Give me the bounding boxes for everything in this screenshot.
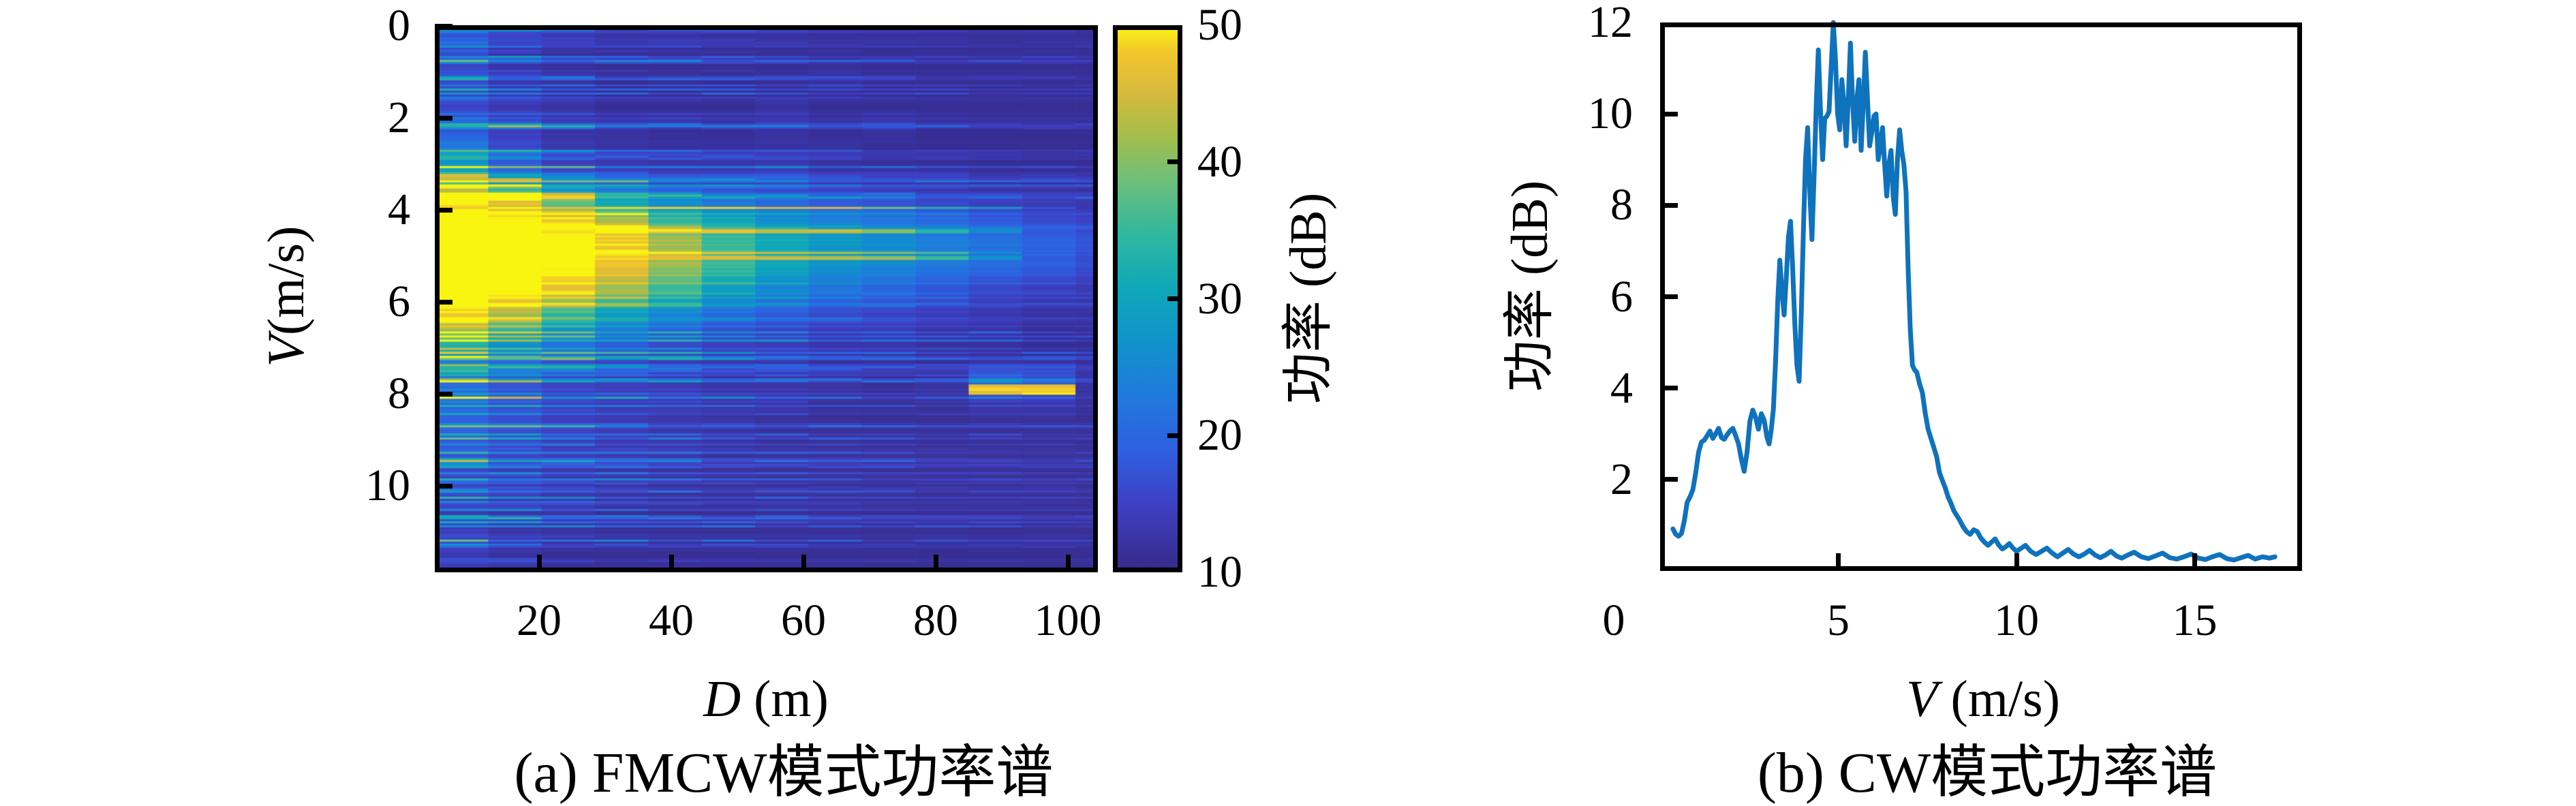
figure-a-y-axis-label: V (m/s) — [252, 24, 320, 569]
tick-label: 0 — [1602, 595, 1625, 645]
colorbar-tick-mark — [1167, 159, 1182, 165]
tick-mark — [435, 115, 453, 121]
tick-label: 20 — [517, 595, 562, 645]
figure-b-y-axis-label: 功率 (dB) — [1501, 180, 1559, 392]
tick-mark — [1660, 386, 1678, 391]
tick-label: 2 — [388, 93, 410, 142]
colorbar-tick-mark — [1167, 433, 1182, 438]
tick-label: 5 — [1827, 595, 1850, 645]
tick-mark — [1065, 555, 1071, 572]
figure-b-xlabel-unit: (m/s) — [1937, 670, 2060, 728]
colorbar-tick-label: 10 — [1197, 547, 1242, 597]
tick-label: 0 — [388, 1, 410, 50]
tick-mark — [435, 299, 453, 305]
tick-label: 2 — [1610, 454, 1633, 504]
tick-mark — [2014, 553, 2019, 571]
tick-mark — [536, 555, 542, 572]
tick-mark — [435, 391, 453, 397]
tick-label: 10 — [1588, 89, 1633, 139]
tick-label: 4 — [1610, 362, 1633, 413]
tick-mark — [933, 555, 938, 572]
colorbar-tick-label: 50 — [1197, 0, 1242, 50]
tick-label: 8 — [1610, 180, 1633, 230]
tick-mark — [1660, 111, 1678, 117]
tick-mark — [435, 207, 453, 213]
tick-mark — [1660, 202, 1678, 208]
tick-label: 15 — [2172, 595, 2218, 645]
figure-b-xlabel-variable: V — [1906, 670, 1938, 728]
tick-label: 60 — [781, 595, 826, 645]
cw-power-curve — [1670, 20, 2278, 563]
tick-label: 80 — [913, 595, 958, 645]
tick-label: 8 — [388, 369, 410, 418]
tick-label: 6 — [1610, 271, 1633, 322]
figure-a-ylabel-variable: V — [258, 335, 315, 367]
figure-b-caption: (b) CW模式功率谱 — [1757, 741, 2218, 805]
tick-mark — [435, 23, 453, 29]
tick-label: 10 — [1994, 595, 2039, 645]
figure-a-xlabel-variable: D — [703, 670, 741, 728]
tick-label: 6 — [388, 277, 410, 326]
tick-mark — [801, 555, 806, 572]
tick-mark — [435, 483, 453, 489]
figure-a-caption: (a) FMCW模式功率谱 — [514, 741, 1054, 805]
tick-mark — [669, 555, 674, 572]
figure-a-ylabel-unit: (m/s) — [258, 226, 315, 335]
colorbar-label: 功率 (dB) — [1280, 192, 1337, 405]
tick-label: 12 — [1588, 0, 1633, 47]
figure-a-xlabel-unit: (m) — [741, 670, 829, 728]
tick-label: 10 — [365, 461, 410, 510]
colorbar-tick-label: 20 — [1197, 410, 1242, 461]
tick-mark — [2192, 553, 2197, 571]
tick-label: 100 — [1034, 595, 1102, 645]
colorbar-tick-label: 40 — [1197, 136, 1242, 187]
tick-mark — [1660, 477, 1678, 482]
figure-a-x-axis-label: D (m) — [493, 673, 1039, 725]
tick-label: 40 — [649, 595, 694, 645]
tick-mark — [1660, 294, 1678, 299]
fmcw-heatmap — [435, 25, 1098, 572]
colorbar-tick-mark — [1167, 296, 1182, 301]
tick-mark — [1836, 553, 1841, 571]
figure-b-x-axis-label: V (m/s) — [1711, 673, 2256, 725]
tick-label: 4 — [388, 185, 410, 234]
colorbar-tick-label: 30 — [1197, 273, 1242, 324]
